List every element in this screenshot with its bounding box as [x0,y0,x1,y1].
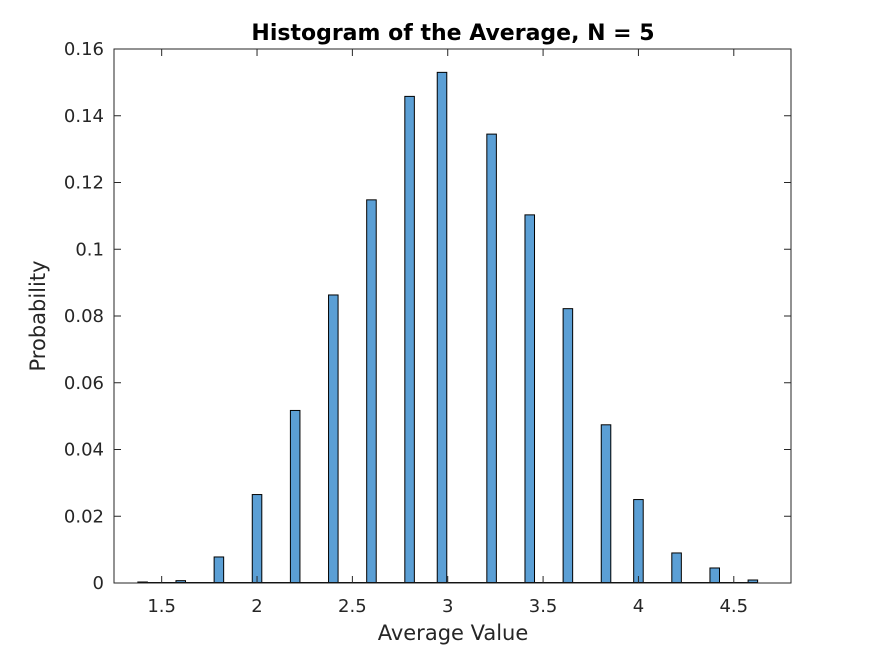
y-axis-ticks: 0 0.02 0.04 0.06 0.08 0.1 0.12 0.14 0.16 [64,39,791,594]
histogram-bar [289,409,301,584]
x-tick-label: 1.5 [147,596,176,617]
histogram-bar [600,424,612,584]
x-axis-ticks: 1.5 2 2.5 3 3.5 4 4.5 [147,49,748,617]
y-tick-label: 0.06 [64,373,104,394]
histogram-bar [633,499,644,584]
chart-title: Histogram of the Average, N = 5 [251,21,654,46]
x-tick-label: 4 [633,596,644,617]
histogram-bar [486,133,497,584]
bars-group [137,71,759,584]
histogram-bar [213,556,225,584]
plot-background [114,49,791,583]
histogram-bar [404,95,415,584]
y-tick-label: 0.04 [64,440,104,461]
y-tick-label: 0.1 [75,239,104,260]
y-tick-label: 0.14 [64,106,104,127]
histogram-bar [562,308,574,584]
histogram-bar [524,214,536,584]
histogram-bar [709,567,720,584]
histogram-bar [671,552,682,584]
y-tick-label: 0.12 [64,173,104,194]
y-axis-label: Probability [26,260,50,371]
x-tick-label: 3 [442,596,453,617]
x-tick-label: 2 [251,596,262,617]
x-tick-label: 3.5 [529,596,558,617]
histogram-bar [366,199,377,584]
histogram-bar [328,294,339,584]
y-tick-label: 0.16 [64,39,104,60]
y-tick-label: 0 [93,573,104,594]
y-tick-label: 0.02 [64,506,104,527]
x-tick-label: 2.5 [338,596,367,617]
histogram-bar [251,494,263,584]
x-axis-label: Average Value [378,621,529,645]
x-tick-label: 4.5 [719,596,748,617]
histogram-bar [436,71,448,584]
y-tick-label: 0.08 [64,306,104,327]
